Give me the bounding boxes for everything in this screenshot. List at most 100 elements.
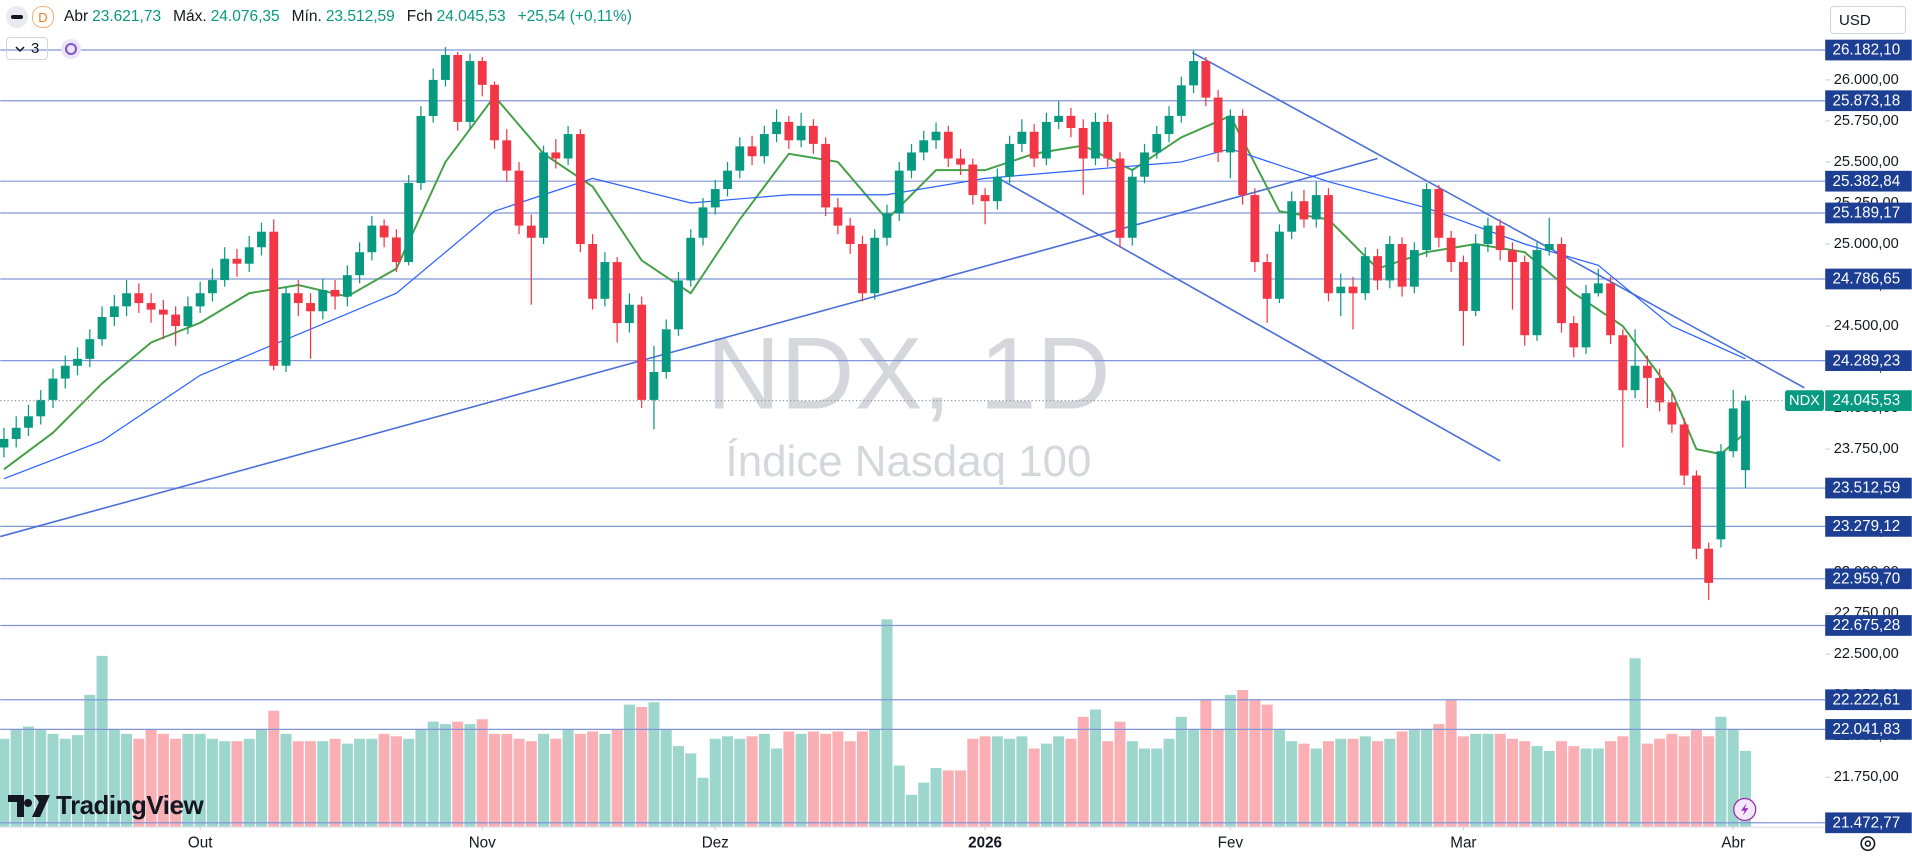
volume-bar [795, 733, 807, 827]
candle-body [293, 293, 303, 304]
candle-body [759, 134, 769, 157]
candle-body [1569, 323, 1579, 348]
level-label-box [1825, 39, 1912, 61]
candle-body [416, 116, 426, 183]
logo-text: TradingView [56, 790, 204, 820]
volume-bar [145, 728, 157, 827]
volume-bar [1457, 736, 1469, 827]
volume-bar [464, 724, 476, 827]
candle-body [1679, 424, 1689, 476]
candle-body [1336, 286, 1346, 294]
last-price-label: 24.045,53 [1833, 392, 1901, 409]
volume-bar [1310, 748, 1322, 827]
volume-bar [1335, 738, 1347, 827]
candle-body [1041, 121, 1051, 159]
candle-body [894, 170, 904, 214]
candle-body [502, 140, 512, 171]
level-label-box [1825, 615, 1912, 636]
volume-bar [1286, 741, 1298, 827]
candle-body [1250, 195, 1260, 263]
candle-body [1176, 85, 1186, 116]
volume-bar [1555, 741, 1568, 827]
candle-body [1140, 152, 1149, 177]
volume-bar [807, 731, 819, 827]
volume-bar [206, 738, 218, 827]
volume-bar [1053, 736, 1065, 827]
gear [1860, 836, 1876, 852]
alert-icon[interactable] [1733, 797, 1757, 822]
indicators-row: 3 [6, 37, 82, 60]
volume-bar [1605, 741, 1617, 827]
volume-bar [1703, 736, 1715, 827]
candle-body [796, 125, 806, 141]
volume-bar [1273, 728, 1285, 827]
volume-bar [1592, 748, 1604, 827]
volume-bar [574, 733, 586, 827]
volume-bar [636, 707, 648, 827]
candle-body [24, 416, 33, 428]
volume-bar [1739, 750, 1751, 827]
candle-body [1642, 365, 1652, 378]
level-label-box [1825, 202, 1912, 224]
trendline-layer [0, 51, 1805, 538]
pill-bar [11, 15, 23, 19]
level-label-box [1825, 350, 1912, 371]
logo-mark [8, 794, 50, 817]
volume-bar [488, 733, 501, 827]
volume-bar [1666, 733, 1678, 827]
x-tick-label: Mar [1450, 835, 1476, 852]
volume-bar [243, 738, 255, 827]
volume-bar [1298, 743, 1310, 827]
x-tick-label: Fev [1218, 835, 1244, 852]
sync-icon[interactable] [60, 38, 82, 60]
indicators-toggle[interactable]: 3 [6, 37, 49, 60]
sync-bg [61, 38, 82, 59]
moving-average [3, 148, 1746, 480]
volume-bar [10, 728, 22, 827]
candle-body [661, 329, 671, 372]
candle-body [931, 131, 941, 141]
candle-body [1225, 115, 1235, 153]
currency-select[interactable]: USD [1830, 6, 1906, 34]
candle-body [1078, 127, 1088, 159]
axis-layer: 21.750,0022.000,0022.250,0022.500,0022.7… [188, 39, 1912, 852]
candle-body [379, 225, 389, 238]
high-label: Máx. [173, 8, 207, 25]
settings-icon[interactable] [1860, 836, 1876, 852]
candle-body [919, 140, 929, 153]
volume-bar [182, 733, 194, 827]
level-label: 22.675,28 [1833, 617, 1901, 634]
collapse-button[interactable] [6, 6, 28, 28]
candle-body [882, 213, 892, 238]
candle-body [1005, 143, 1015, 177]
close-label: Fch [406, 8, 433, 25]
candle-body [1728, 408, 1738, 452]
volume-bar [1200, 699, 1212, 827]
change-value: +25,54 (+0,11%) [517, 8, 632, 25]
candle-body [625, 304, 634, 324]
volume-bar [783, 731, 795, 827]
candle-body [968, 164, 978, 196]
candle-body [367, 225, 377, 253]
volume-bar [72, 735, 84, 827]
close-value: 24.045,53 [436, 8, 506, 25]
candle-body [1054, 115, 1064, 122]
volume-bar [1715, 716, 1727, 827]
candle-body [1287, 201, 1297, 232]
x-tick-label: Out [188, 835, 213, 852]
candle-body [1544, 244, 1554, 251]
volume-bar [660, 728, 672, 827]
volume-bar [366, 738, 378, 827]
candle-body [441, 54, 450, 80]
candle-body [943, 131, 953, 159]
candle-body [551, 152, 561, 159]
candle-body [637, 304, 647, 400]
volume-bar [771, 748, 783, 827]
interval[interactable]: D [32, 6, 54, 28]
candle-body [1152, 134, 1162, 153]
volume-bar [991, 736, 1003, 827]
volume-bar [47, 733, 59, 827]
volume-bar [1678, 736, 1690, 827]
volume-bar [390, 736, 402, 827]
volume-bar [611, 728, 623, 827]
